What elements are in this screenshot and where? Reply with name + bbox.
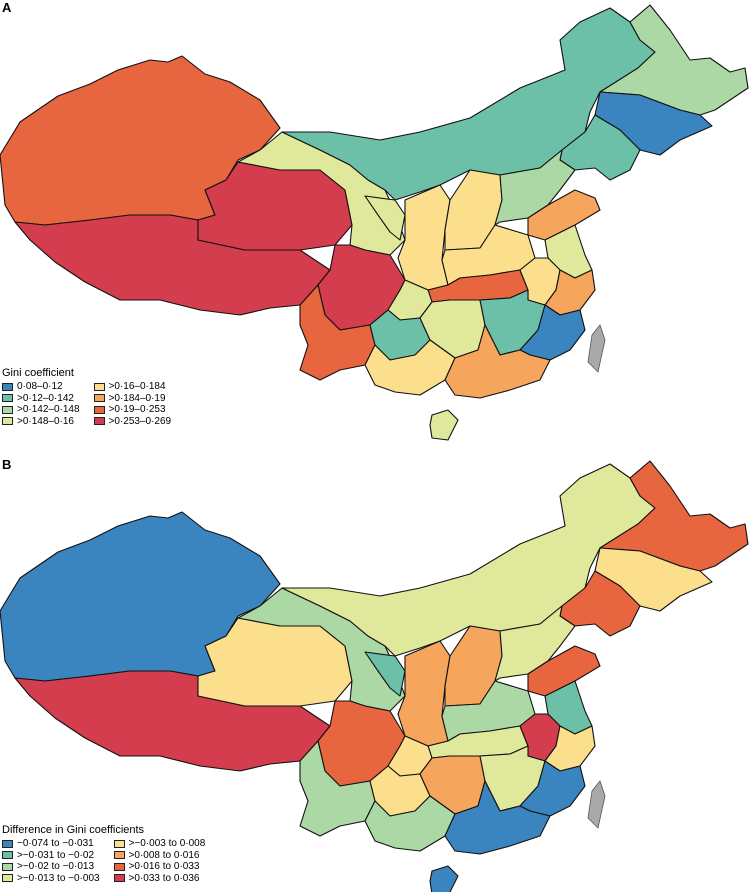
- legend-label: >−0·02 to −0·013: [17, 861, 95, 873]
- legend-b-item: −0·074 to −0·031: [2, 838, 100, 850]
- legend-label: >−0·031 to −0·02: [17, 849, 95, 861]
- legend-label: >0·184–0·19: [108, 392, 166, 404]
- legend-b: −0·074 to −0·031 >−0·031 to −0·02 >−0·02 t…: [2, 838, 205, 884]
- legend-a-title: Gini coefficient: [2, 367, 74, 379]
- legend-b-item: >−0·02 to −0·013: [2, 861, 100, 873]
- legend-label: >0·016 to 0·033: [128, 861, 200, 873]
- legend-label: >−0·003 to 0·008: [128, 838, 206, 850]
- legend-swatch: [93, 405, 105, 414]
- province-fujian: [519, 304, 586, 361]
- province-hainan: [429, 409, 459, 441]
- legend-swatch: [113, 851, 125, 860]
- province-ningxia: [364, 651, 406, 697]
- province-liaoning: [559, 570, 641, 637]
- legend-label: >−0·013 to −0·003: [17, 872, 100, 884]
- legend-label: >0·148–0·16: [17, 415, 74, 427]
- legend-swatch: [2, 382, 13, 391]
- legend-label: >0·12–0·142: [17, 392, 74, 404]
- legend-swatch: [2, 394, 13, 403]
- legend-a: 0·08–0·12 >0·12–0·142 >0·142–0·148 >0·148–0…: [2, 381, 171, 427]
- province-taiwan: [587, 780, 606, 829]
- legend-label: >0·033 to 0·036: [128, 872, 200, 884]
- legend-swatch: [113, 839, 125, 848]
- province-shaanxi: [397, 184, 451, 291]
- province-liaoning: [559, 114, 641, 181]
- legend-a-item: >0·253–0·269: [93, 415, 172, 428]
- panel-b-label: B: [2, 457, 12, 472]
- legend-label: 0·08–0·12: [17, 381, 63, 393]
- legend-a-item: >0·148–0·16: [2, 416, 80, 428]
- legend-swatch: [113, 862, 125, 871]
- province-hebei: [494, 605, 576, 682]
- legend-a-item: 0·08–0·12: [2, 381, 80, 393]
- legend-swatch: [2, 851, 13, 860]
- legend-b-item: >0·008 to 0·016: [113, 849, 206, 862]
- province-heilongjiang: [599, 4, 749, 116]
- legend-swatch: [93, 394, 105, 403]
- legend-label: >0·19–0·253: [108, 404, 166, 416]
- legend-a-item: >0·16–0·184: [93, 381, 172, 393]
- province-shaanxi: [397, 640, 451, 747]
- legend-a-item: >0·12–0·142: [2, 393, 80, 405]
- province-hainan: [429, 865, 459, 892]
- legend-label: >0·142–0·148: [17, 404, 80, 416]
- legend-label: >0·008 to 0·016: [128, 849, 200, 861]
- province-guangdong: [444, 324, 551, 399]
- legend-label: >0·16–0·184: [108, 381, 166, 393]
- legend-swatch: [2, 839, 13, 848]
- legend-label: >0·253–0·269: [108, 415, 172, 427]
- province-guangdong: [444, 780, 551, 855]
- legend-swatch: [93, 382, 105, 391]
- legend-swatch: [113, 874, 125, 883]
- legend-b-title: Difference in Gini coefficients: [2, 824, 145, 836]
- legend-b-item: >0·016 to 0·033: [113, 861, 206, 873]
- legend-swatch: [2, 417, 13, 426]
- legend-a-item: >0·142–0·148: [2, 404, 80, 416]
- legend-swatch: [2, 862, 13, 871]
- province-shandong: [527, 645, 601, 697]
- legend-label: −0·074 to −0·031: [17, 838, 94, 850]
- province-shandong: [527, 189, 601, 241]
- map-panel-b: [0, 460, 749, 892]
- legend-a-item: >0·184–0·19: [93, 392, 172, 405]
- legend-b-item: >−0·003 to 0·008: [113, 838, 206, 850]
- province-taiwan: [587, 324, 606, 373]
- legend-b-item: >0·033 to 0·036: [113, 872, 206, 885]
- province-fujian: [519, 760, 586, 817]
- province-heilongjiang: [599, 460, 749, 572]
- legend-swatch: [93, 417, 105, 426]
- province-hebei: [494, 149, 576, 226]
- legend-b-item: >−0·031 to −0·02: [2, 850, 100, 862]
- legend-swatch: [2, 405, 13, 414]
- map-panel-a: [0, 4, 749, 441]
- legend-b-item: >−0·013 to −0·003: [2, 873, 100, 885]
- province-ningxia: [364, 195, 406, 241]
- panel-a-label: A: [2, 0, 12, 15]
- legend-a-item: >0·19–0·253: [93, 404, 172, 416]
- legend-swatch: [2, 874, 13, 883]
